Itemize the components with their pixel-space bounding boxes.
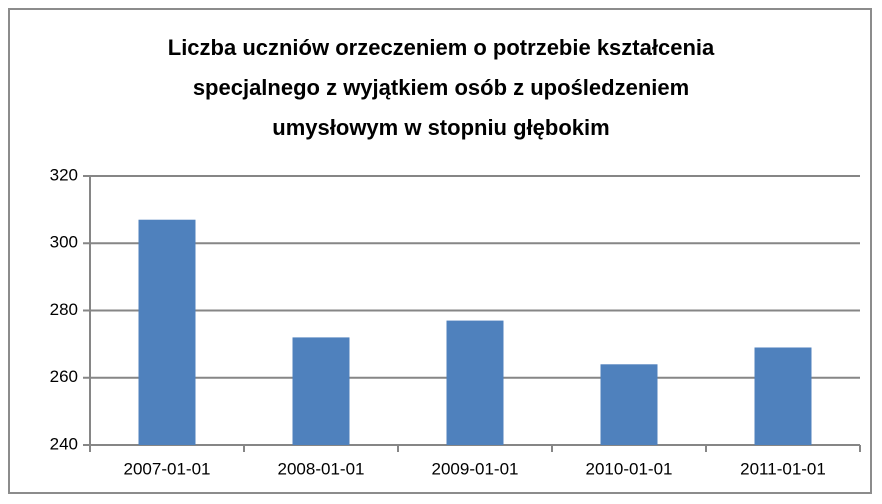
y-tick-label: 280 [50, 300, 78, 319]
x-tick-label: 2010-01-01 [586, 459, 673, 478]
y-tick-label: 240 [50, 434, 78, 453]
y-tick-label: 320 [50, 165, 78, 184]
y-tick-label: 300 [50, 233, 78, 252]
x-tick-label: 2011-01-01 [740, 459, 826, 478]
y-tick-label: 260 [50, 367, 78, 386]
x-tick-label: 2007-01-01 [124, 459, 211, 478]
chart-frame [8, 8, 872, 494]
bar [446, 320, 504, 445]
bar [600, 364, 658, 445]
bar [754, 347, 812, 445]
chart-title: Liczba uczniów orzeczeniem o potrzebie k… [167, 35, 715, 140]
x-tick-label: 2008-01-01 [278, 459, 365, 478]
x-tick-label: 2009-01-01 [432, 459, 519, 478]
bar [292, 337, 350, 445]
bar [138, 219, 196, 445]
